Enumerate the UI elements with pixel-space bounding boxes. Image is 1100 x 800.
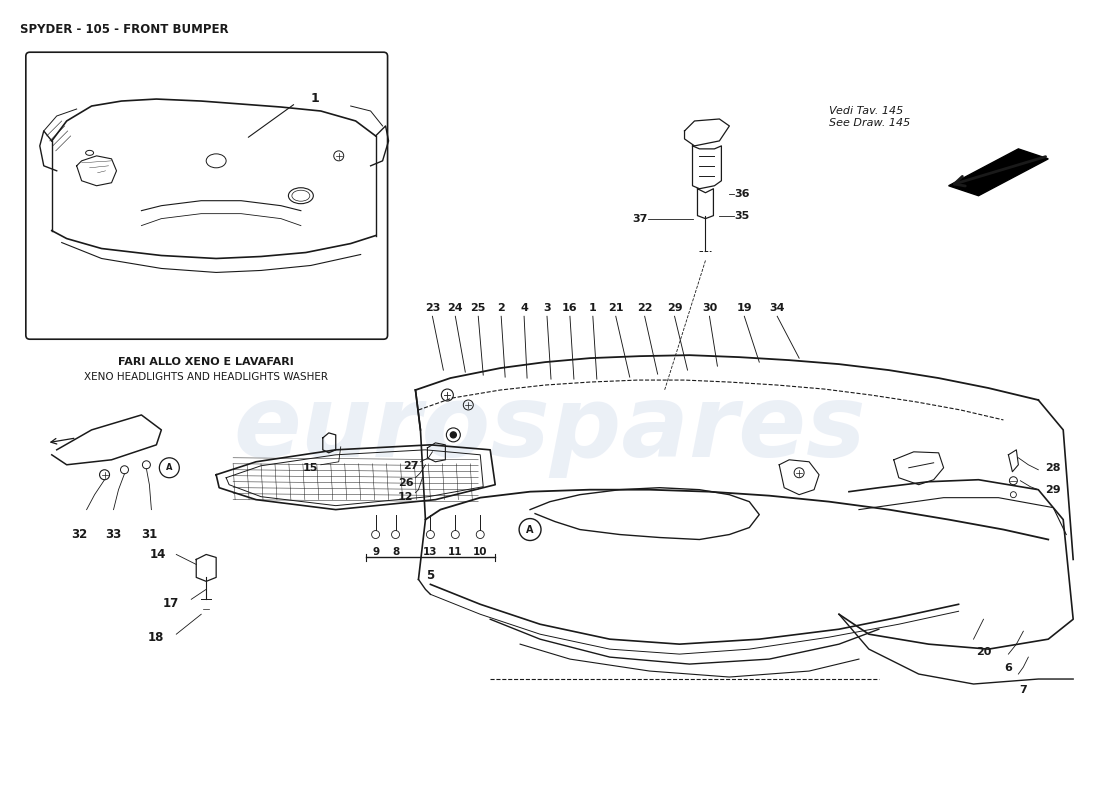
Circle shape bbox=[450, 432, 456, 438]
Text: 37: 37 bbox=[632, 214, 648, 224]
Text: 36: 36 bbox=[735, 189, 750, 198]
Text: 3: 3 bbox=[543, 303, 551, 314]
Text: 35: 35 bbox=[735, 210, 749, 221]
Text: 33: 33 bbox=[106, 527, 122, 541]
Text: 17: 17 bbox=[163, 597, 179, 610]
Text: A: A bbox=[166, 463, 173, 472]
Text: 14: 14 bbox=[150, 548, 166, 561]
Text: XENO HEADLIGHTS AND HEADLIGHTS WASHER: XENO HEADLIGHTS AND HEADLIGHTS WASHER bbox=[85, 372, 328, 382]
Text: 16: 16 bbox=[562, 303, 578, 314]
Text: 10: 10 bbox=[473, 547, 487, 558]
Text: 6: 6 bbox=[1004, 663, 1012, 673]
Text: 29: 29 bbox=[667, 303, 682, 314]
Text: 21: 21 bbox=[608, 303, 624, 314]
Text: 34: 34 bbox=[770, 303, 785, 314]
Text: 19: 19 bbox=[737, 303, 752, 314]
Text: Vedi Tav. 145
See Draw. 145: Vedi Tav. 145 See Draw. 145 bbox=[829, 106, 911, 128]
Text: 20: 20 bbox=[976, 647, 991, 657]
Text: 25: 25 bbox=[471, 303, 486, 314]
Text: 28: 28 bbox=[1045, 462, 1062, 473]
Text: FARI ALLO XENO E LAVAFARI: FARI ALLO XENO E LAVAFARI bbox=[119, 357, 294, 367]
Text: 26: 26 bbox=[398, 478, 414, 488]
Text: 18: 18 bbox=[148, 630, 164, 644]
Text: 27: 27 bbox=[403, 461, 418, 470]
Text: 15: 15 bbox=[304, 462, 319, 473]
Text: 1: 1 bbox=[588, 303, 596, 314]
Text: 29: 29 bbox=[1045, 485, 1062, 494]
Text: 13: 13 bbox=[424, 547, 438, 558]
Text: A: A bbox=[526, 525, 534, 534]
Text: 2: 2 bbox=[497, 303, 505, 314]
Text: eurospares: eurospares bbox=[233, 382, 867, 478]
Text: 7: 7 bbox=[1020, 685, 1027, 695]
Text: SPYDER - 105 - FRONT BUMPER: SPYDER - 105 - FRONT BUMPER bbox=[20, 23, 229, 36]
Text: 30: 30 bbox=[702, 303, 717, 314]
Text: 11: 11 bbox=[448, 547, 463, 558]
Text: 5: 5 bbox=[427, 570, 434, 582]
Text: 4: 4 bbox=[520, 303, 528, 314]
FancyBboxPatch shape bbox=[25, 52, 387, 339]
Text: 12: 12 bbox=[398, 492, 414, 502]
Text: 9: 9 bbox=[372, 547, 379, 558]
Polygon shape bbox=[948, 149, 1048, 196]
Text: 22: 22 bbox=[637, 303, 652, 314]
Text: 8: 8 bbox=[392, 547, 399, 558]
Text: 1: 1 bbox=[311, 91, 320, 105]
Text: 24: 24 bbox=[448, 303, 463, 314]
Text: 31: 31 bbox=[141, 527, 157, 541]
Text: 32: 32 bbox=[72, 527, 88, 541]
Text: 23: 23 bbox=[425, 303, 440, 314]
